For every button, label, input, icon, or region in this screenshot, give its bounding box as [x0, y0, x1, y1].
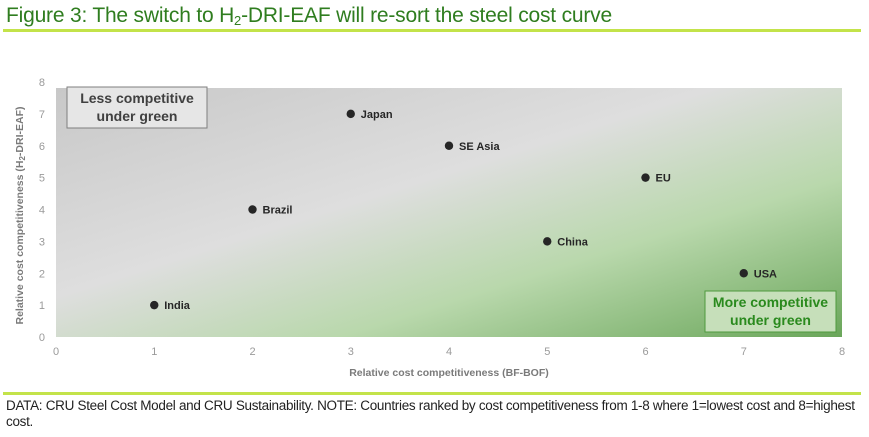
- x-axis-title: Relative cost competitiveness (BF-BOF): [349, 367, 549, 379]
- data-point: USA: [739, 268, 777, 280]
- figure-title-suffix: -DRI-EAF will re-sort the steel cost cur…: [241, 4, 612, 27]
- scatter-chart: 0 1 2 3 4 5 6 7 8 0 1 2 3 4 5 6 7 8 India Brazil Japan SE A…: [14, 77, 845, 379]
- data-point-label: EU: [656, 173, 671, 185]
- figure-title-subscript: 2: [234, 13, 242, 28]
- data-point-label: Japan: [361, 109, 393, 121]
- data-point-marker: [248, 205, 257, 214]
- data-point: India: [150, 300, 191, 312]
- annotation-more-competitive: More competitive under green: [704, 290, 837, 333]
- data-point-label: Brazil: [263, 205, 293, 217]
- annotation-more-line-2: under green: [730, 312, 811, 328]
- x-tick-label: 4: [446, 346, 452, 358]
- x-tick-label: 5: [544, 346, 550, 358]
- y-axis-title-suffix: -DRI-EAF): [14, 106, 26, 156]
- annotation-less-line-2: under green: [97, 108, 178, 124]
- annotation-more-line-1: More competitive: [713, 294, 828, 310]
- figure-title: Figure 3: The switch to H2-DRI-EAF will …: [6, 4, 612, 28]
- data-point: Japan: [346, 109, 393, 121]
- x-tick-label: 3: [348, 346, 354, 358]
- data-point-label: USA: [754, 268, 777, 280]
- y-tick-label: 7: [39, 109, 45, 121]
- data-point-label: SE Asia: [459, 141, 500, 153]
- annotation-less-line-1: Less competitive: [80, 90, 194, 106]
- y-tick-label: 6: [39, 141, 45, 153]
- footnote-divider: [3, 392, 861, 395]
- data-points: India Brazil Japan SE Asia China EU USA: [150, 109, 777, 312]
- y-tick-label: 5: [39, 173, 45, 185]
- y-tick-label: 3: [39, 236, 45, 248]
- figure-title-prefix: Figure 3: The switch to H: [6, 4, 235, 27]
- data-point-marker: [150, 300, 159, 310]
- data-point-label: India: [164, 300, 191, 312]
- x-tick-label: 8: [839, 346, 845, 358]
- x-axis-ticks: 0 1 2 3 4 5 6 7 8: [53, 346, 845, 358]
- y-tick-label: 0: [39, 332, 45, 344]
- y-tick-label: 8: [39, 77, 45, 89]
- data-point: EU: [641, 173, 671, 185]
- data-point-marker: [543, 237, 552, 246]
- y-tick-label: 4: [39, 205, 45, 217]
- title-divider: [3, 29, 861, 32]
- y-tick-label: 1: [39, 300, 45, 312]
- x-tick-label: 7: [741, 346, 747, 358]
- y-axis-ticks: 0 1 2 3 4 5 6 7 8: [39, 77, 45, 344]
- data-point: SE Asia: [444, 141, 500, 153]
- y-axis-title: Relative cost competitiveness (H2-DRI-EA…: [14, 106, 27, 324]
- footnote: DATA: CRU Steel Cost Model and CRU Susta…: [6, 398, 855, 429]
- x-tick-label: 1: [151, 346, 157, 358]
- data-point-marker: [346, 109, 355, 119]
- annotation-less-competitive: Less competitive under green: [66, 86, 208, 129]
- data-point: Brazil: [248, 205, 292, 217]
- data-point: China: [543, 236, 589, 248]
- y-axis-title-subscript: 2: [18, 156, 27, 161]
- data-point-marker: [444, 141, 454, 150]
- x-tick-label: 6: [642, 346, 648, 358]
- data-point-marker: [739, 269, 748, 278]
- y-tick-label: 2: [39, 268, 45, 280]
- data-point-marker: [641, 173, 650, 182]
- data-point-label: China: [557, 236, 588, 248]
- y-axis-title-prefix: Relative cost competitiveness (H: [14, 161, 26, 325]
- x-tick-label: 0: [53, 346, 59, 358]
- x-tick-label: 2: [249, 346, 255, 358]
